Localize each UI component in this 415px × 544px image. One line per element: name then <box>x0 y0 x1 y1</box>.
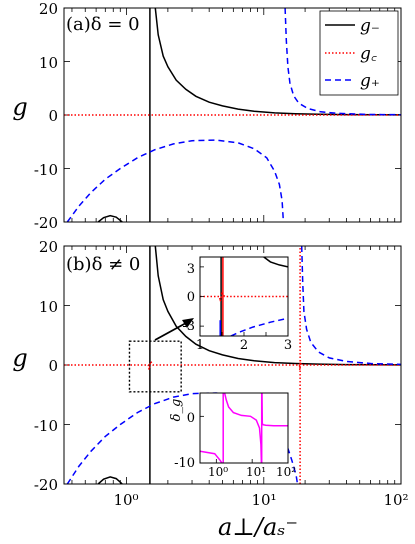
panel-b-series-2-segment-1 <box>300 246 401 366</box>
panel-a-series-2-segment-0 <box>66 139 285 222</box>
panel-b: (b)δ ≠ 0 g 20 10 0 -10 -20 10⁰ 10¹ 10² a… <box>12 238 408 541</box>
b-ytick-10: 10 <box>39 298 58 316</box>
panel-b-label: (b)δ ≠ 0 <box>66 254 140 275</box>
zoom-inset-series-1-segment-0 <box>200 291 288 302</box>
delta-inset-ylabel: δ_g <box>169 399 184 422</box>
panel-a-series-0-segment-2 <box>97 214 123 222</box>
b-xtick-1e2: 10² <box>383 491 408 509</box>
zoom-inset-lines <box>200 257 288 336</box>
zoom-inset: 3 0 -3 1 2 3 <box>182 256 292 353</box>
panel-a: (a)δ = 0 g 20 10 0 -10 -20 g₋ g꜀ g₊ <box>12 0 402 232</box>
delta-inset-series-0-segment-2 <box>223 393 263 463</box>
delta-inset-frame <box>199 392 289 464</box>
a-ytick-m20: -20 <box>34 214 58 232</box>
inset2-ytick-m10: -10 <box>174 456 195 471</box>
zoom-inset-series-0-segment-1 <box>263 257 288 268</box>
delta-inset-series-0-segment-0 <box>200 450 223 463</box>
legend-box <box>319 10 399 96</box>
zoom-inset-series-4-segment-0 <box>230 317 288 336</box>
legend: g₋ g꜀ g₊ <box>319 10 399 96</box>
delta-inset-lines <box>200 393 288 463</box>
panel-a-yticklabels: 20 10 0 -10 -20 <box>34 0 58 232</box>
b-ytick-m20: -20 <box>34 476 58 494</box>
b-xtick-1e0: 10⁰ <box>113 491 138 509</box>
inset1-xtick-3: 3 <box>284 338 292 353</box>
legend-label-gc: g꜀ <box>360 44 377 64</box>
delta-inset-series-0-segment-4 <box>261 393 288 427</box>
panel-b-series-1-segment-0 <box>64 359 401 370</box>
panel-b-ylabel: g <box>12 344 27 372</box>
b-ytick-20: 20 <box>39 238 58 256</box>
panel-a-lines <box>64 8 401 222</box>
zoom-arrow-head <box>182 318 194 328</box>
panel-a-frame <box>63 7 402 223</box>
legend-label-gplus: g₊ <box>360 71 380 91</box>
panel-b-frame <box>63 245 402 485</box>
panel-a-ylabel: g <box>12 93 27 121</box>
inset2-xtick-1e1: 10¹ <box>246 465 266 479</box>
a-ytick-0: 0 <box>48 107 58 125</box>
zoom-inset-background <box>200 257 288 336</box>
zoom-arrow <box>154 318 194 341</box>
zoom-inset-frame <box>199 256 289 337</box>
inset2-ytick-0: 0 <box>187 411 195 426</box>
panel-b-series-0-segment-2 <box>97 476 123 484</box>
b-ytick-m10: -10 <box>34 417 58 435</box>
panel-b-yticklabels: 20 10 0 -10 -20 <box>34 238 58 494</box>
b-xtick-1e1: 10¹ <box>251 491 276 509</box>
a-ytick-20: 20 <box>39 0 58 18</box>
inset2-xtick-1e2: 10² <box>276 465 296 479</box>
delta-inset: 0 -10 δ_g 10⁰ 10¹ 10² <box>169 392 296 479</box>
panel-a-label: (a)δ = 0 <box>66 14 140 35</box>
panel-b-xticklabels: 10⁰ 10¹ 10² <box>113 491 408 509</box>
legend-label-gminus: g₋ <box>360 16 380 36</box>
a-ytick-m10: -10 <box>34 161 58 179</box>
inset1-ytick-0: 0 <box>187 290 195 305</box>
inset1-ytick-3: 3 <box>187 262 195 277</box>
delta-inset-background <box>200 393 288 463</box>
zoom-box <box>128 340 182 393</box>
zoom-arrow-shaft <box>154 322 187 341</box>
inset1-xtick-2: 2 <box>240 338 248 353</box>
panel-b-xlabel: a⊥/aₛ⁻ <box>218 513 298 541</box>
inset1-xtick-1: 1 <box>196 338 204 353</box>
inset1-ytick-m3: -3 <box>182 319 195 334</box>
a-ytick-10: 10 <box>39 54 58 72</box>
inset2-xtick-1e0: 10⁰ <box>208 465 228 479</box>
b-ytick-0: 0 <box>48 357 58 375</box>
